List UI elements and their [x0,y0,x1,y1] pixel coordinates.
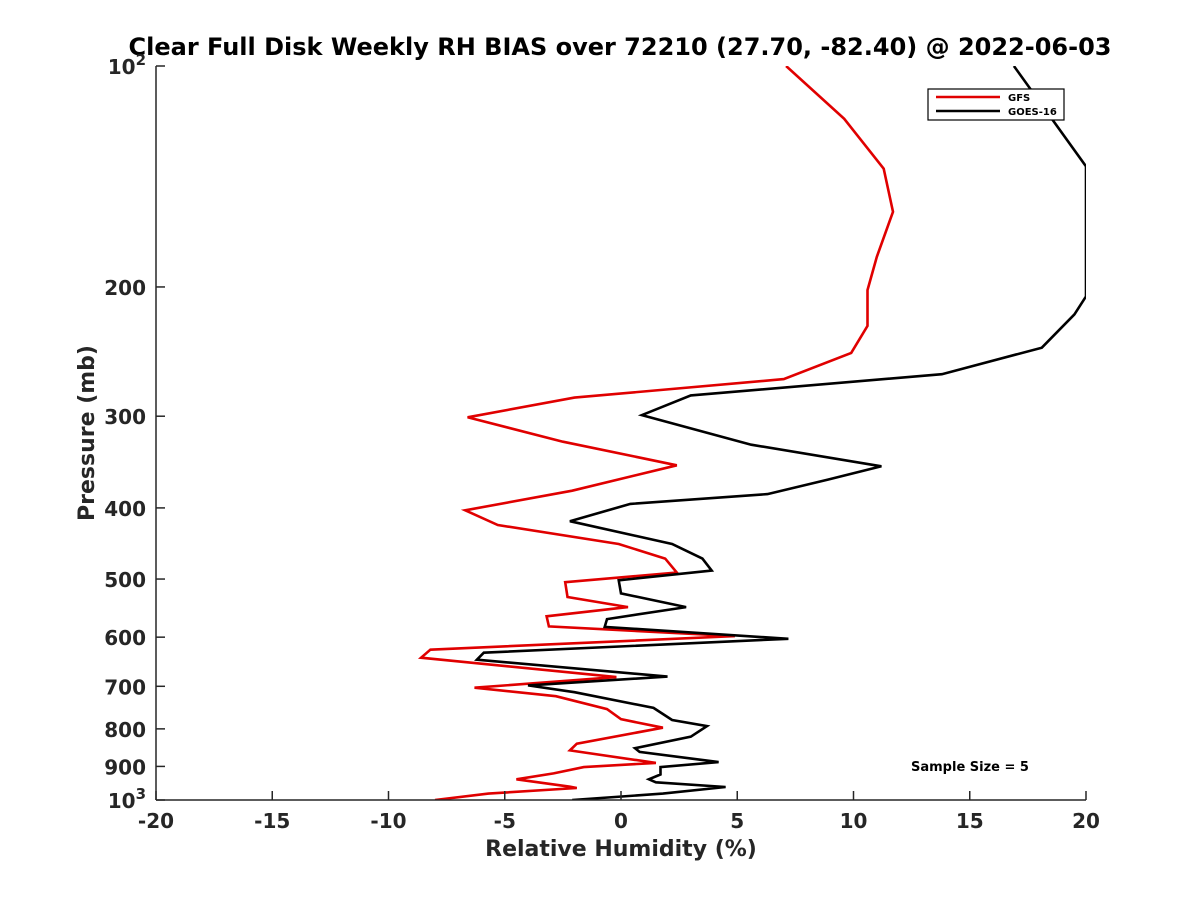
y-tick-label: 500 [104,568,146,592]
y-tick-label: 600 [104,626,146,650]
series-line-gfs [417,66,895,800]
y-tick-label: 400 [104,497,146,521]
legend-label-gfs: GFS [1008,93,1030,104]
legend: GFS GOES-16 [927,88,1065,121]
legend-label-goes16: GOES-16 [1008,107,1057,118]
y-tick-label: 900 [104,755,146,779]
x-tick-label: 0 [614,809,628,833]
x-tick-label: -5 [494,809,516,833]
series-line-goes16 [474,66,1086,800]
x-tick-label: 15 [956,809,984,833]
chart-title: Clear Full Disk Weekly RH BIAS over 7221… [129,33,1112,61]
x-tick-label: -10 [370,809,406,833]
x-tick-label: 20 [1072,809,1100,833]
sample-size-annotation: Sample Size = 5 [911,760,1029,775]
y-tick-label: 200 [104,276,146,300]
y-axis-label: Pressure (mb) [75,345,100,521]
x-tick-label: 5 [730,809,744,833]
x-tick-label: 10 [840,809,868,833]
y-tick-label: 800 [104,718,146,742]
legend-box [927,88,1065,121]
x-tick-label: -15 [254,809,290,833]
plot-area: -20 -15 -10 -5 0 5 10 15 20 10220030040050060070… [104,51,1100,833]
y-tick-label: 300 [104,405,146,429]
series-layer [417,66,1086,800]
y-tick-label: 700 [104,675,146,699]
x-tick-label: -20 [138,809,174,833]
x-axis-label: Relative Humidity (%) [485,837,757,862]
x-ticks: -20 -15 -10 -5 0 5 10 15 20 [138,791,1100,833]
